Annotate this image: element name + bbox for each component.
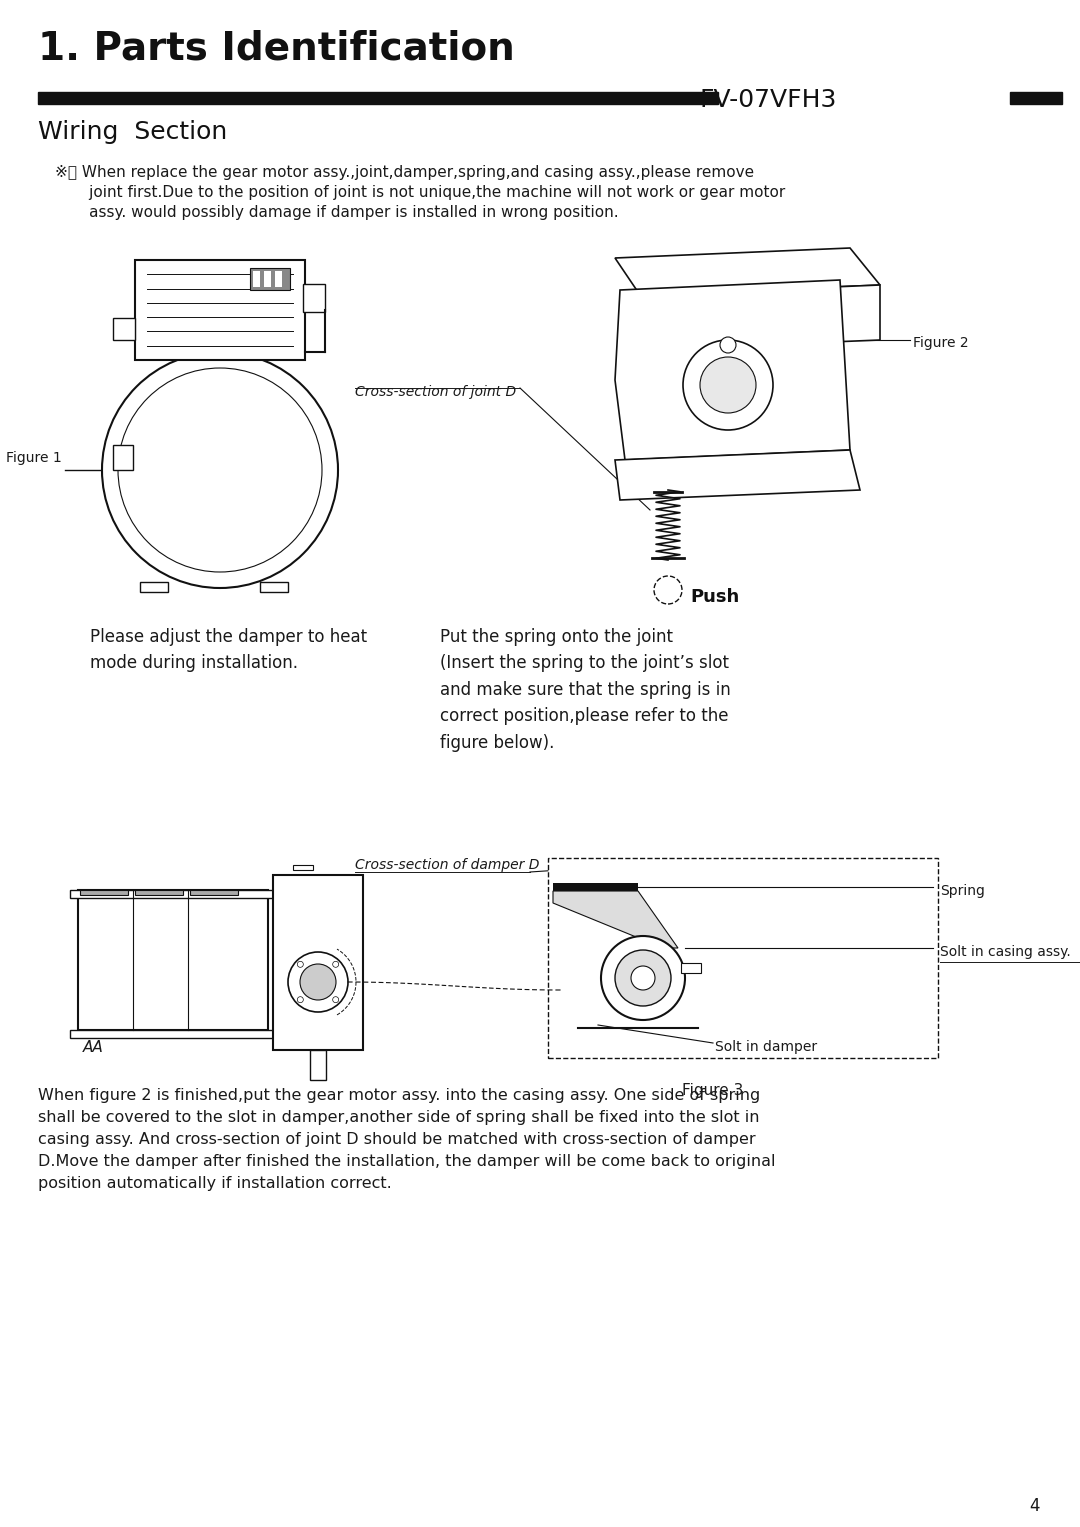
Bar [260, 582, 288, 592]
Text: Wiring  Section: Wiring Section [38, 121, 227, 144]
Circle shape [102, 353, 338, 588]
Text: Figure 1: Figure 1 [6, 450, 62, 466]
Text: Put the spring onto the joint
(Insert the spring to the joint’s slot
and make su: Put the spring onto the joint (Insert th… [440, 628, 731, 751]
Bar [38, 92, 718, 104]
Bar [78, 890, 268, 1031]
Bar [135, 890, 183, 895]
Circle shape [720, 337, 735, 353]
Text: assy. would possibly damage if damper is installed in wrong position.: assy. would possibly damage if damper is… [55, 205, 619, 220]
Text: casing assy. And cross-section of joint D should be matched with cross-section o: casing assy. And cross-section of joint … [38, 1132, 756, 1147]
Circle shape [631, 967, 654, 989]
Bar [70, 890, 276, 898]
Text: 4: 4 [1029, 1496, 1040, 1515]
Bar [80, 890, 129, 895]
Text: Spring: Spring [940, 884, 985, 898]
Text: Push: Push [690, 588, 739, 606]
Bar [553, 883, 638, 890]
Text: Solt in damper: Solt in damper [715, 1040, 818, 1054]
Circle shape [288, 951, 348, 1012]
Circle shape [300, 964, 336, 1000]
Circle shape [683, 341, 773, 431]
Text: Cross-section of joint D: Cross-section of joint D [355, 385, 516, 399]
Bar [310, 1051, 326, 1080]
Circle shape [700, 357, 756, 412]
Circle shape [654, 576, 681, 605]
Text: ※： When replace the gear motor assy.,joint,damper,spring,and casing assy.,please: ※： When replace the gear motor assy.,joi… [55, 165, 754, 180]
Circle shape [118, 368, 322, 573]
Bar [253, 270, 260, 287]
Text: shall be covered to the slot in damper,another side of spring shall be fixed int: shall be covered to the slot in damper,a… [38, 1110, 759, 1125]
Bar [113, 444, 133, 470]
Text: joint first.Due to the position of joint is not unique,the machine will not work: joint first.Due to the position of joint… [55, 185, 785, 200]
Polygon shape [553, 890, 678, 948]
Text: position automatically if installation correct.: position automatically if installation c… [38, 1176, 392, 1191]
Text: AA: AA [83, 1040, 104, 1055]
Bar [135, 260, 305, 360]
Polygon shape [615, 450, 860, 499]
Text: Cross-section of damper D: Cross-section of damper D [355, 858, 539, 872]
Text: Please adjust the damper to heat
mode during installation.: Please adjust the damper to heat mode du… [90, 628, 367, 672]
Bar [273, 875, 363, 1051]
Bar [70, 1031, 276, 1038]
Polygon shape [635, 286, 880, 350]
Text: Figure 2: Figure 2 [913, 336, 969, 350]
Circle shape [615, 950, 671, 1006]
Text: When figure 2 is finished,put the gear motor assy. into the casing assy. One sid: When figure 2 is finished,put the gear m… [38, 1089, 760, 1102]
Text: Figure 3: Figure 3 [683, 1083, 744, 1098]
Bar [113, 318, 135, 341]
Circle shape [297, 997, 303, 1003]
Circle shape [297, 962, 303, 967]
Bar [140, 582, 168, 592]
Bar [548, 858, 939, 1058]
Circle shape [600, 936, 685, 1020]
Bar [681, 964, 701, 973]
Bar [1010, 92, 1062, 104]
Polygon shape [615, 247, 880, 295]
Text: Solt in casing assy.: Solt in casing assy. [940, 945, 1070, 959]
Bar [303, 284, 325, 312]
Bar [190, 890, 238, 895]
Polygon shape [615, 279, 850, 460]
Bar [249, 269, 291, 290]
Text: 1. Parts Identification: 1. Parts Identification [38, 31, 515, 69]
Circle shape [333, 997, 339, 1003]
Bar [275, 270, 282, 287]
Text: FV-07VFH3: FV-07VFH3 [700, 89, 837, 111]
Bar [264, 270, 271, 287]
Bar [293, 864, 313, 870]
Text: D.Move the damper after finished the installation, the damper will be come back : D.Move the damper after finished the ins… [38, 1154, 775, 1170]
Circle shape [333, 962, 339, 967]
